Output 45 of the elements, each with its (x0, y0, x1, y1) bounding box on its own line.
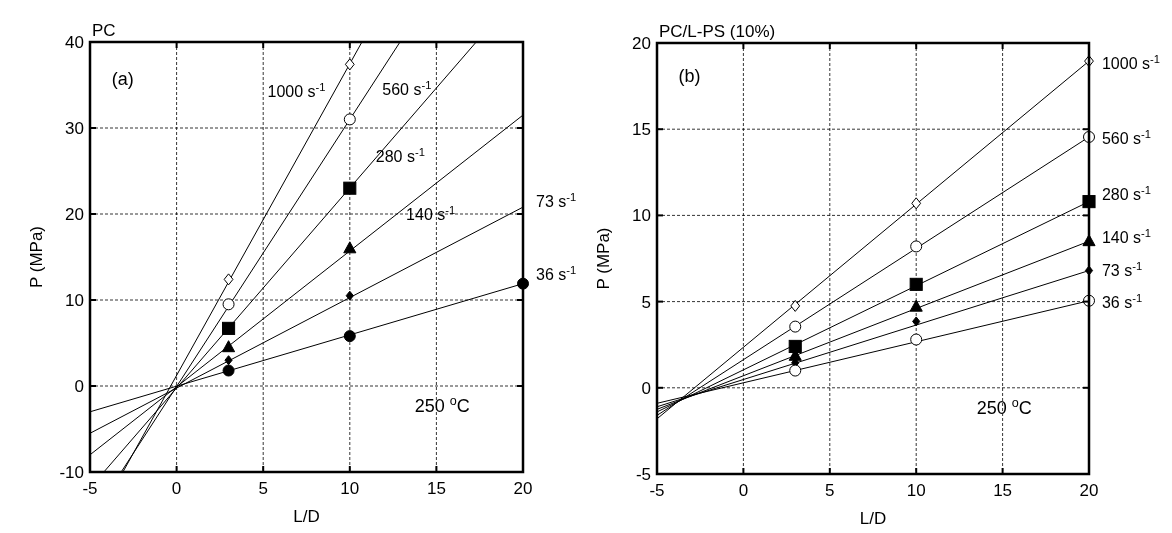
x-tick-label: 5 (825, 481, 835, 500)
y-tick-label: 0 (641, 378, 651, 398)
y-tick-label: 0 (74, 377, 84, 396)
x-tick-label: 0 (171, 479, 182, 498)
y-axis-title: P (MPa) (594, 227, 613, 290)
annotation: (a) (111, 69, 134, 89)
x-tick-label: 20 (1079, 481, 1099, 500)
y-tick-label: 20 (65, 205, 84, 224)
y-tick-label: 20 (632, 34, 651, 53)
x-tick-label: 5 (258, 479, 268, 498)
series-label: 73 s$^{-1}$ (1101, 259, 1143, 279)
series-label: 280 s$^{-1}$ (375, 145, 425, 165)
x-tick-label: 10 (340, 479, 360, 498)
y-axis-title: P (MPa) (27, 225, 46, 289)
series-label: 73 s$^{-1}$ (535, 191, 577, 211)
annotation: (b) (678, 65, 701, 86)
series-label: 280 s$^{-1}$ (1101, 183, 1152, 203)
y-tick-label: 10 (65, 291, 84, 310)
y-tick-label: 5 (641, 292, 651, 312)
chart-title: PC (92, 21, 116, 40)
x-tick-label: -5 (82, 479, 98, 498)
x-tick-label: 10 (906, 481, 926, 500)
x-tick-label: 0 (738, 481, 749, 500)
series-label: 140 s$^{-1}$ (1101, 226, 1152, 246)
series-label: 36 s$^{-1}$ (535, 264, 577, 284)
x-axis-title: L/D (293, 507, 320, 526)
series-label: 140 s$^{-1}$ (406, 204, 456, 223)
y-tick-label: 15 (632, 120, 651, 140)
chart-title: PC/L-PS (10%) (659, 22, 776, 41)
x-tick-label: 15 (993, 481, 1013, 500)
y-tick-label: 30 (65, 119, 84, 138)
series-label: 560 s$^{-1}$ (382, 79, 432, 99)
series-label: 1000 s$^{-1}$ (1101, 52, 1160, 72)
legend-label: 36 s$^{-1}$ (1101, 291, 1143, 311)
y-tick-label: 10 (632, 206, 651, 226)
annotation: 250 $^{o}$C (976, 395, 1032, 418)
x-axis-title: L/D (859, 509, 887, 528)
y-tick-label: 40 (65, 33, 84, 52)
series-label: 1000 s$^{-1}$ (267, 81, 326, 101)
x-tick-label: 20 (513, 479, 533, 498)
legend-label: 560 s$^{-1}$ (1101, 127, 1152, 147)
y-tick-label: -5 (635, 465, 651, 484)
x-tick-label: 15 (426, 479, 446, 498)
y-tick-label: -10 (59, 463, 84, 482)
annotation: 250 $^{o}$C (414, 393, 470, 416)
